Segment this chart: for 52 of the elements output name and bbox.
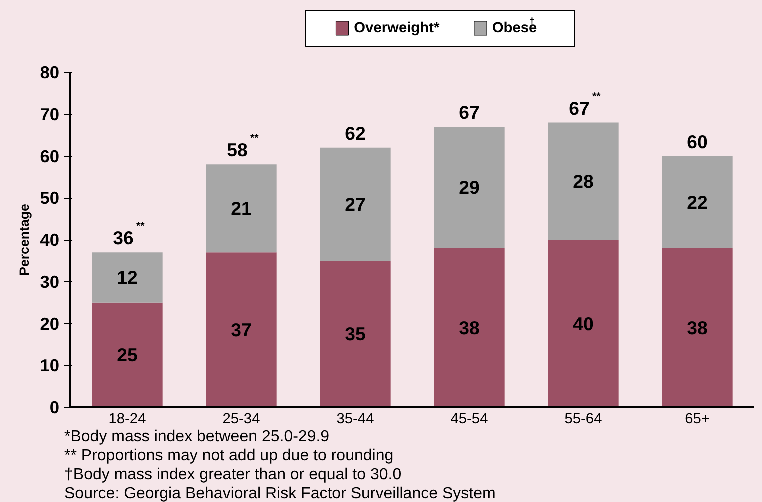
source-note: Source: Georgia Behavioral Risk Factor Surveillance System bbox=[64, 486, 496, 502]
x-tick-label: 25-34 bbox=[222, 412, 260, 428]
data-label: 22 bbox=[687, 192, 708, 213]
bar bbox=[434, 126, 505, 248]
bar bbox=[548, 122, 619, 240]
bar bbox=[662, 248, 733, 408]
text: *Body mass index between 25.0-29.9 bbox=[64, 428, 330, 446]
y-tick-label: 80 bbox=[40, 62, 60, 82]
data-label: 37 bbox=[231, 320, 252, 341]
y-tick-label: 20 bbox=[40, 314, 60, 334]
y-tick-label: 40 bbox=[40, 230, 60, 250]
data-label: 40 bbox=[573, 313, 594, 334]
total-label: 36** bbox=[113, 220, 146, 249]
x-tick-label: 18-24 bbox=[108, 412, 146, 428]
text: †Body mass index greater than or equal to 30.0 bbox=[64, 466, 402, 484]
data-label: 21 bbox=[231, 198, 252, 220]
total-label: 60 bbox=[687, 131, 708, 152]
data-label: 38 bbox=[459, 317, 480, 338]
total-label: 62 bbox=[345, 122, 366, 144]
text: ** Proportions may not add up due to rounding bbox=[64, 448, 394, 464]
bar bbox=[320, 148, 391, 261]
total-label: 67** bbox=[569, 90, 602, 119]
y-tick-label: 0 bbox=[50, 398, 60, 418]
data-label: 12 bbox=[117, 267, 138, 288]
bar bbox=[206, 164, 277, 253]
x-tick-label: 45-54 bbox=[450, 412, 488, 428]
x-tick-label: 55-64 bbox=[564, 412, 602, 428]
y-axis-title: Percentage bbox=[17, 204, 32, 276]
y-tick-label: 60 bbox=[40, 146, 60, 166]
x-tick-label: 35-44 bbox=[336, 412, 374, 428]
bar bbox=[320, 260, 391, 408]
y-tick-label: 50 bbox=[40, 188, 60, 208]
bar bbox=[548, 240, 619, 408]
bar bbox=[92, 252, 163, 303]
bar bbox=[92, 302, 163, 408]
bar bbox=[434, 248, 505, 408]
y-tick-label: 30 bbox=[40, 272, 60, 292]
data-label: 38 bbox=[687, 317, 708, 338]
data-label: 27 bbox=[345, 194, 366, 215]
data-label: 25 bbox=[117, 344, 138, 366]
data-label: 35 bbox=[345, 324, 366, 345]
total-label: 58** bbox=[227, 132, 260, 161]
data-label: 29 bbox=[459, 177, 480, 198]
legend-label: Obese† bbox=[492, 16, 538, 36]
bar bbox=[206, 252, 277, 408]
x-tick-label: 65+ bbox=[685, 412, 710, 428]
legend-label: Overweight* bbox=[354, 20, 440, 36]
y-tick-label: 10 bbox=[40, 356, 60, 376]
data-label: 28 bbox=[573, 170, 594, 192]
total-label: 67 bbox=[459, 102, 480, 123]
bar bbox=[662, 156, 733, 248]
y-tick-label: 70 bbox=[40, 104, 60, 124]
